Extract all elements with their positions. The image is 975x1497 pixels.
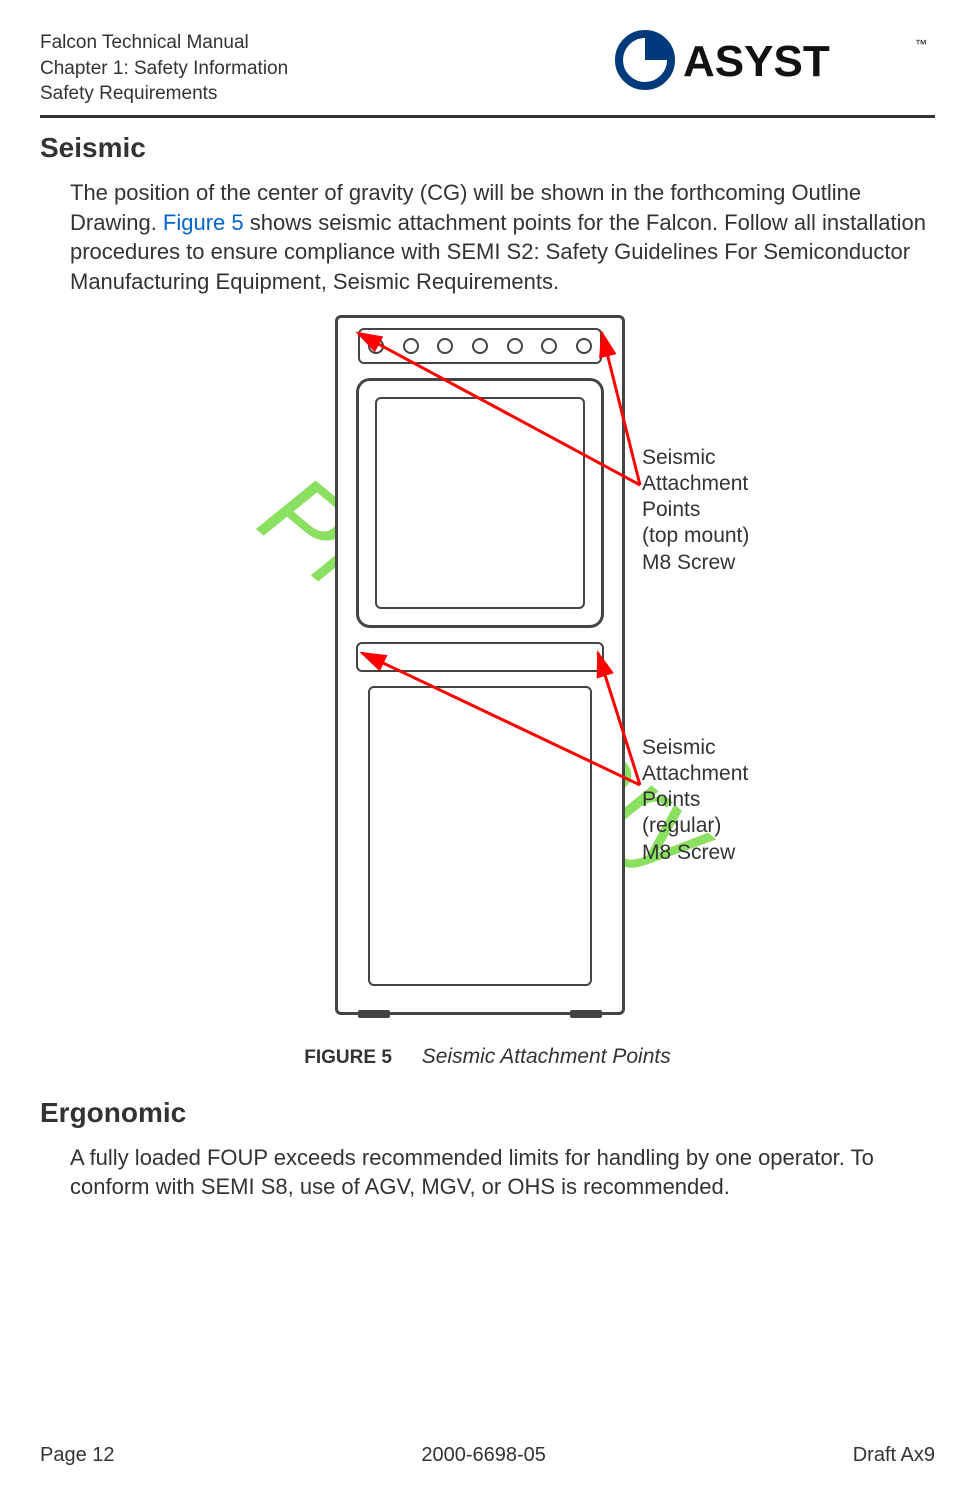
svg-text:™: ™ [915, 37, 927, 51]
ergonomic-paragraph: A fully loaded FOUP exceeds recommended … [70, 1143, 935, 1202]
figure-5: Preliminary [40, 315, 935, 1035]
footer-page: Page 12 [40, 1444, 115, 1467]
falcon-device-drawing [335, 315, 625, 1015]
logo-text: ASYST [683, 37, 830, 86]
device-midbar [356, 642, 604, 672]
label-bot-l3: Points [642, 787, 748, 813]
device-top-bar [358, 328, 602, 364]
figure-caption: FIGURE 5 Seismic Attachment Points [40, 1045, 935, 1069]
seismic-heading: Seismic [40, 132, 935, 164]
asyst-logo: ASYST ™ [615, 30, 935, 90]
header-lines: Falcon Technical Manual Chapter 1: Safet… [40, 30, 288, 107]
seismic-paragraph: The position of the center of gravity (C… [70, 178, 935, 297]
header-line-2: Chapter 1: Safety Information [40, 56, 288, 82]
footer-docnum: 2000-6698-05 [421, 1444, 546, 1467]
ergonomic-heading: Ergonomic [40, 1097, 935, 1129]
figure-5-link[interactable]: Figure 5 [163, 210, 244, 235]
header-line-1: Falcon Technical Manual [40, 30, 288, 56]
header-line-3: Safety Requirements [40, 81, 288, 107]
device-window [356, 378, 604, 628]
figure-title: Seismic Attachment Points [422, 1045, 671, 1068]
label-bot-l1: Seismic [642, 735, 748, 761]
label-top-l5: M8 Screw [642, 550, 749, 576]
label-top-l3: Points [642, 497, 749, 523]
label-top-l1: Seismic [642, 445, 749, 471]
label-top-l2: Attachment [642, 471, 749, 497]
figure-number: FIGURE 5 [304, 1047, 392, 1068]
label-bot-l4: (regular) [642, 813, 748, 839]
label-regular: Seismic Attachment Points (regular) M8 S… [642, 735, 748, 866]
label-top-l4: (top mount) [642, 523, 749, 549]
page-footer: Page 12 2000-6698-05 Draft Ax9 [40, 1444, 935, 1467]
page-header: Falcon Technical Manual Chapter 1: Safet… [40, 30, 935, 118]
header-logo: ASYST ™ [615, 30, 935, 90]
label-bot-l2: Attachment [642, 761, 748, 787]
label-bot-l5: M8 Screw [642, 840, 748, 866]
device-lower-panel [368, 686, 592, 986]
footer-draft: Draft Ax9 [853, 1444, 935, 1467]
page: Falcon Technical Manual Chapter 1: Safet… [0, 0, 975, 1497]
label-top-mount: Seismic Attachment Points (top mount) M8… [642, 445, 749, 576]
